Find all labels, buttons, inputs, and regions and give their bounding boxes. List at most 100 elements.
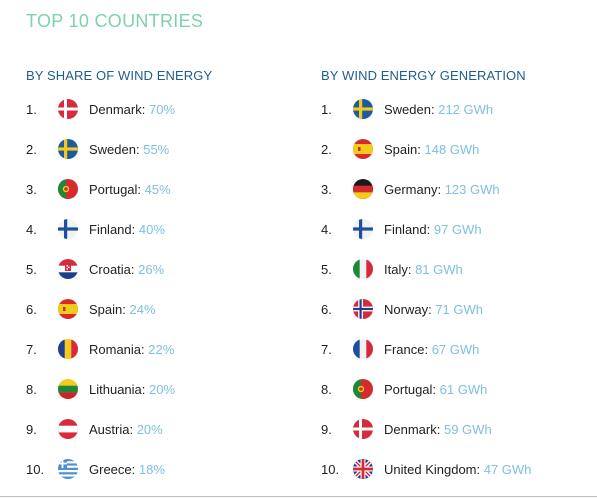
- list-item-finland: 4. Finland: 97 GWh: [321, 217, 482, 241]
- rank-number: 6.: [26, 301, 37, 317]
- rank-number: 7.: [26, 341, 37, 357]
- country-name: Finland: [89, 221, 132, 237]
- rank-number: 10.: [26, 461, 45, 477]
- lithuania-flag-icon: [58, 379, 78, 399]
- rank-number: 5.: [26, 261, 37, 277]
- rank-number: 7.: [321, 341, 332, 357]
- country-name: Lithuania: [89, 381, 142, 397]
- finland-flag-icon: [58, 219, 78, 239]
- value: 70%: [148, 101, 176, 117]
- list-item-denmark: 1. Denmark: 70%: [26, 97, 175, 121]
- value: 97 GWh: [433, 221, 482, 237]
- country-name: Spain: [384, 141, 418, 157]
- rank-number: 1.: [26, 101, 37, 117]
- list-item-romania: 7. Romania: 22%: [26, 337, 174, 361]
- rank-number: 9.: [321, 421, 332, 437]
- rank-number: 3.: [321, 181, 332, 197]
- rank-number: 6.: [321, 301, 332, 317]
- italy-flag-icon: [353, 259, 373, 279]
- country-name: Portugal: [384, 381, 433, 397]
- croatia-flag-icon: [58, 259, 78, 279]
- country-name: Portugal: [89, 181, 138, 197]
- list-item-greece: 10. Greece: 18%: [26, 457, 165, 481]
- list-item-norway: 6. Norway: 71 GWh: [321, 297, 483, 321]
- sweden-flag-icon: [353, 99, 373, 119]
- value: 40%: [138, 221, 165, 237]
- list-item-spain: 2. Spain: 148 GWh: [321, 137, 479, 161]
- rank-number: 8.: [321, 381, 332, 397]
- country-name: Denmark: [89, 101, 142, 117]
- greece-flag-icon: [58, 459, 78, 479]
- sweden-flag-icon: [58, 139, 78, 159]
- value: 18%: [138, 461, 165, 477]
- rank-number: 1.: [321, 101, 332, 117]
- country-name: Denmark: [384, 421, 437, 437]
- value: 71 GWh: [435, 301, 483, 317]
- country-name: Italy: [384, 261, 408, 277]
- norway-flag-icon: [353, 299, 373, 319]
- list-item-denmark: 9. Denmark: 59 GWh: [321, 417, 492, 441]
- rank-number: 9.: [26, 421, 37, 437]
- value: 20%: [136, 421, 163, 437]
- rank-number: 10.: [321, 461, 340, 477]
- portugal-flag-icon: [353, 379, 373, 399]
- value: 45%: [144, 181, 171, 197]
- portugal-flag-icon: [58, 179, 78, 199]
- france-flag-icon: [353, 339, 373, 359]
- austria-flag-icon: [58, 419, 78, 439]
- romania-flag-icon: [58, 339, 78, 359]
- spain-flag-icon: [353, 139, 373, 159]
- rank-number: 3.: [26, 181, 37, 197]
- value: 22%: [148, 341, 175, 357]
- list-item-sweden: 1. Sweden: 212 GWh: [321, 97, 493, 121]
- value: 26%: [138, 261, 165, 277]
- list-item-italy: 5. Italy: 81 GWh: [321, 257, 463, 281]
- list-item-france: 7. France: 67 GWh: [321, 337, 479, 361]
- country-name: Norway: [384, 301, 429, 317]
- list-item-austria: 9. Austria: 20%: [26, 417, 163, 441]
- country-name: Croatia: [89, 261, 131, 277]
- rank-number: 2.: [26, 141, 37, 157]
- list-item-lithuania: 8. Lithuania: 20%: [26, 377, 175, 401]
- uk-flag-icon: [353, 459, 373, 479]
- country-name: Greece: [89, 461, 132, 477]
- spain-flag-icon: [58, 299, 78, 319]
- list-item-croatia: 5. Croatia: 26%: [26, 257, 164, 281]
- list-item-portugal: 3. Portugal: 45%: [26, 177, 171, 201]
- country-name: United Kingdom: [384, 461, 477, 477]
- divider: [0, 496, 597, 497]
- value: 212 GWh: [438, 101, 494, 117]
- country-name: Romania: [89, 341, 142, 357]
- list-item-portugal: 8. Portugal: 61 GWh: [321, 377, 487, 401]
- country-name: Spain: [89, 301, 123, 317]
- list-header: BY WIND ENERGY GENERATION: [321, 68, 526, 83]
- country-name: Finland: [384, 221, 427, 237]
- list-item-sweden: 2. Sweden: 55%: [26, 137, 169, 161]
- country-name: Germany: [384, 181, 438, 197]
- value: 59 GWh: [443, 421, 492, 437]
- rank-number: 4.: [26, 221, 37, 237]
- country-name: France: [384, 341, 425, 357]
- value: 148 GWh: [424, 141, 480, 157]
- value: 24%: [129, 301, 156, 317]
- list-item-finland: 4. Finland: 40%: [26, 217, 165, 241]
- value: 123 GWh: [444, 181, 500, 197]
- finland-flag-icon: [353, 219, 373, 239]
- rank-number: 4.: [321, 221, 332, 237]
- germany-flag-icon: [353, 179, 373, 199]
- page-title: TOP 10 COUNTRIES: [26, 11, 204, 31]
- list-header: BY SHARE OF WIND ENERGY: [26, 68, 213, 83]
- denmark-flag-icon: [58, 99, 78, 119]
- value: 20%: [149, 381, 176, 397]
- value: 67 GWh: [431, 341, 480, 357]
- list-item-united-kingdom: 10. United Kingdom: 47 GWh: [321, 457, 531, 481]
- country-name: Sweden: [384, 101, 431, 117]
- rank-number: 5.: [321, 261, 332, 277]
- rank-number: 8.: [26, 381, 37, 397]
- list-item-germany: 3. Germany: 123 GWh: [321, 177, 500, 201]
- rank-number: 2.: [321, 141, 332, 157]
- list-item-spain: 6. Spain: 24%: [26, 297, 156, 321]
- country-name: Austria: [89, 421, 130, 437]
- value: 55%: [143, 141, 170, 157]
- value: 61 GWh: [439, 381, 488, 397]
